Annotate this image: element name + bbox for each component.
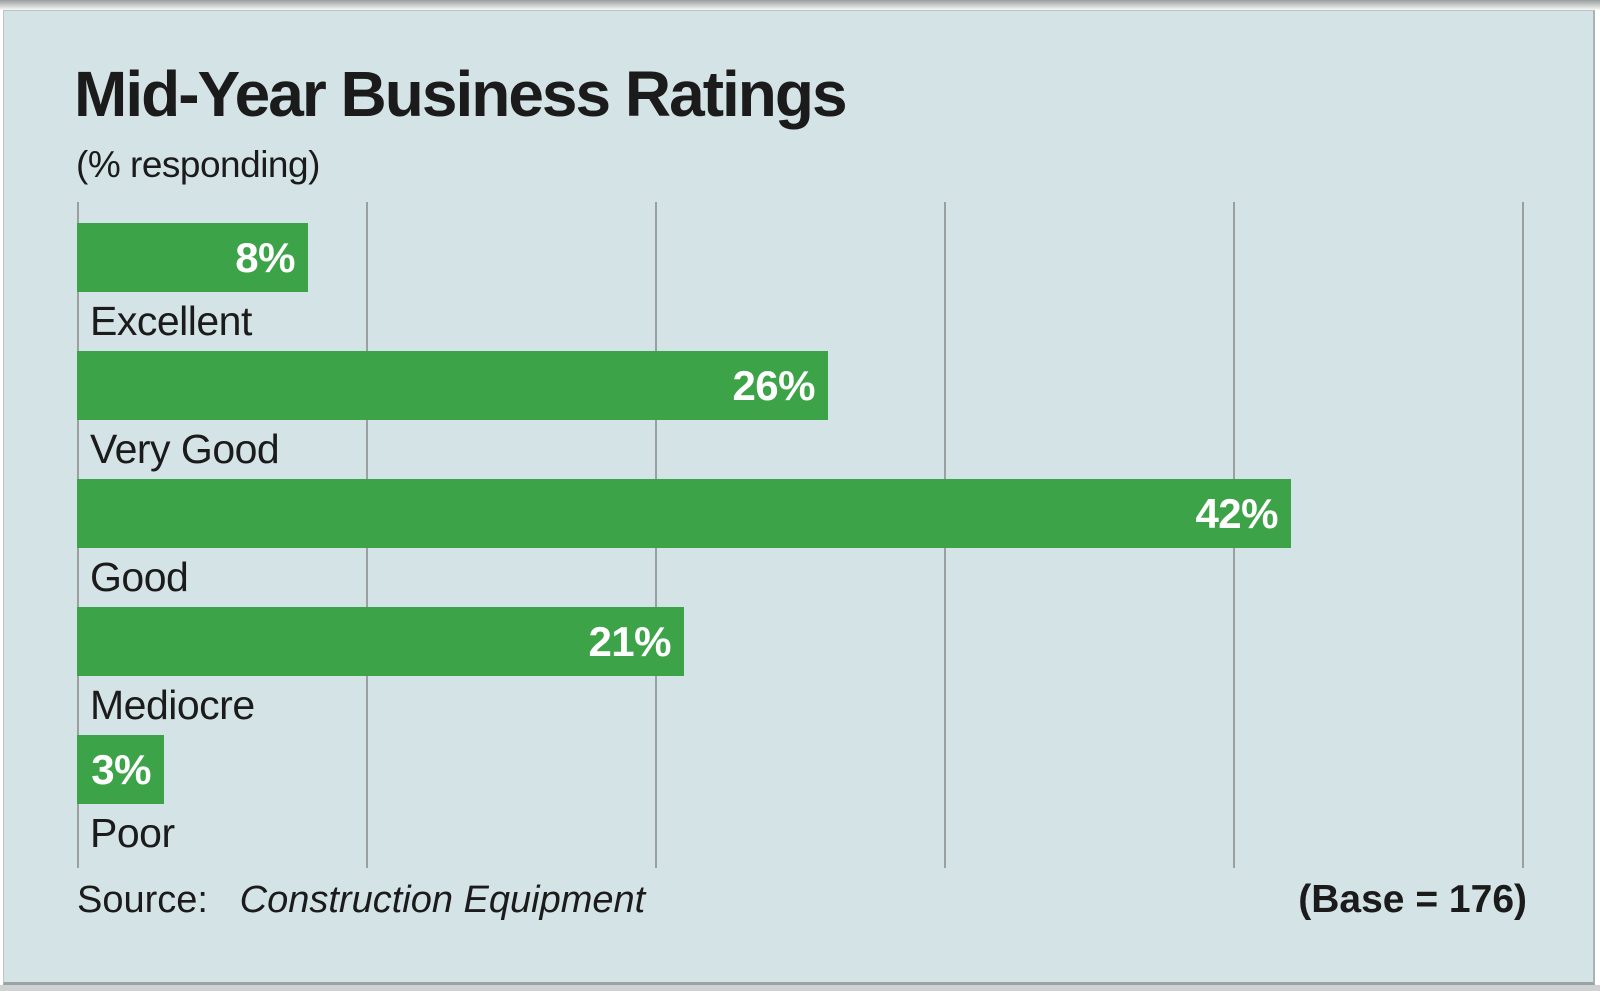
bar-excellent: 8% (77, 223, 308, 292)
source-line: Source: Construction Equipment (77, 876, 645, 924)
bar-mediocre: 21% (77, 607, 684, 676)
category-label-excellent: Excellent (90, 298, 252, 344)
bottom-edge (0, 985, 1600, 991)
bar-value-label-excellent: 8% (235, 233, 295, 281)
bar-value-label-good: 42% (1195, 489, 1278, 537)
category-label-mediocre: Mediocre (90, 682, 255, 728)
base-note: (Base = 176) (1298, 878, 1527, 921)
bar-value-label-mediocre: 21% (588, 617, 671, 665)
bar-poor: 3% (77, 735, 164, 804)
category-label-very-good: Very Good (90, 426, 280, 472)
gridline-50 (1522, 202, 1524, 868)
bar-good: 42% (77, 479, 1291, 548)
bar-value-label-poor: 3% (91, 745, 151, 793)
chart-title: Mid-Year Business Ratings (74, 58, 848, 130)
bar-value-label-very-good: 26% (732, 361, 815, 409)
source-name: Construction Equipment (239, 879, 646, 921)
chart-subtitle: (% responding) (76, 144, 320, 185)
category-label-poor: Poor (90, 810, 175, 856)
bar-very-good: 26% (77, 351, 828, 420)
top-shadow-edge (0, 0, 1600, 10)
source-label: Source: (77, 879, 208, 921)
category-label-good: Good (90, 554, 189, 600)
